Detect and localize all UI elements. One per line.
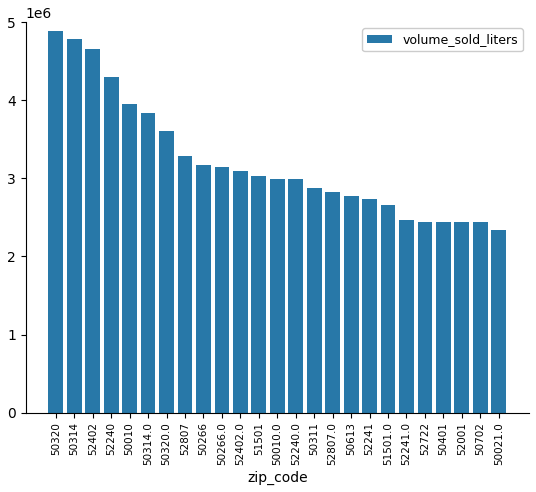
Bar xyxy=(436,222,451,413)
Bar xyxy=(214,167,229,413)
Bar xyxy=(196,165,211,413)
Bar xyxy=(251,176,266,413)
Bar xyxy=(233,171,248,413)
X-axis label: zip_code: zip_code xyxy=(247,471,308,485)
Bar xyxy=(344,195,359,413)
Bar xyxy=(270,179,285,413)
Bar xyxy=(307,187,322,413)
Bar xyxy=(104,77,118,413)
Bar xyxy=(159,131,174,413)
Bar xyxy=(381,205,396,413)
Bar xyxy=(177,155,192,413)
Bar xyxy=(85,49,100,413)
Bar xyxy=(492,230,506,413)
Bar xyxy=(48,31,63,413)
Bar xyxy=(473,222,488,413)
Bar xyxy=(67,39,81,413)
Bar xyxy=(288,179,303,413)
Bar xyxy=(141,114,155,413)
Bar xyxy=(455,222,469,413)
Bar xyxy=(362,199,377,413)
Bar xyxy=(399,220,414,413)
Bar xyxy=(122,104,137,413)
Bar xyxy=(325,192,340,413)
Legend: volume_sold_liters: volume_sold_liters xyxy=(362,29,523,51)
Bar xyxy=(418,222,433,413)
